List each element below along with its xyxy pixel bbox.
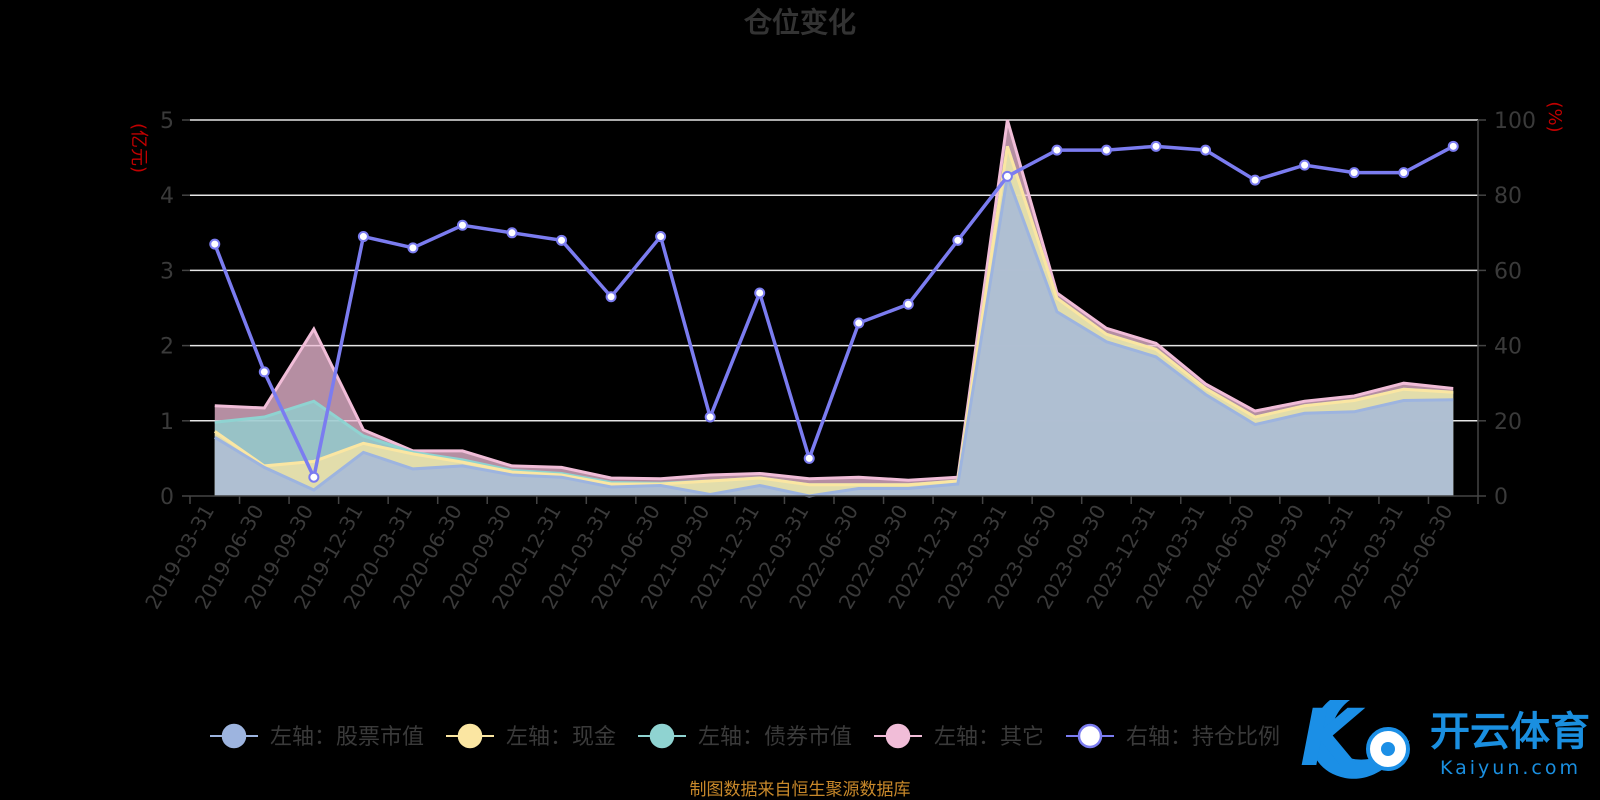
area-outline-3: [214, 119, 1454, 482]
right-tick-label: 80: [1494, 184, 1522, 209]
source-note: 制图数据来自恒生聚源数据库: [690, 780, 911, 800]
right-tick-label: 100: [1494, 109, 1536, 134]
area-series: [213, 119, 1454, 498]
left-tick-label: 4: [160, 184, 174, 209]
right-axis-unit: (%): [1544, 101, 1565, 132]
axes: 0123450204060801002019-03-312019-06-3020…: [140, 109, 1536, 613]
grid-lines: [190, 119, 1478, 422]
ratio-point: [209, 238, 221, 250]
right-tick-label: 0: [1494, 485, 1508, 510]
ratio-point: [803, 452, 815, 464]
legend: 左轴：股票市值 左轴：现金 左轴：债券市值 左轴：其它 右轴：持仓比例: [210, 723, 1280, 750]
legend-label: 左轴：股票市值: [270, 725, 424, 750]
chart-title: 仓位变化: [744, 6, 856, 39]
legend-label: 左轴：债券市值: [698, 725, 852, 750]
soccer-ball-center: [1381, 742, 1395, 756]
legend-marker: [457, 723, 483, 749]
legend-marker: [221, 723, 247, 749]
watermark-subtext: Kaiyun.com: [1440, 757, 1581, 779]
ratio-point: [407, 242, 419, 254]
ratio-point: [308, 471, 320, 483]
ratio-line: [213, 144, 1455, 483]
right-tick-label: 20: [1494, 410, 1522, 435]
area-0: [214, 176, 1454, 496]
right-tick-label: 60: [1494, 259, 1522, 284]
legend-label: 左轴：其它: [934, 725, 1044, 750]
watermark-logo-letter: K: [1300, 694, 1366, 784]
legend-marker: [885, 723, 911, 749]
left-tick-label: 2: [160, 335, 174, 360]
ratio-point: [1447, 140, 1459, 152]
ratio-point: [1150, 140, 1162, 152]
legend-marker: [649, 723, 675, 749]
ratio-point: [556, 234, 568, 246]
left-tick-label: 0: [160, 485, 174, 510]
ratio-point: [258, 366, 270, 378]
ratio-point: [1249, 174, 1261, 186]
ratio-point: [357, 231, 369, 243]
ratio-point: [902, 298, 914, 310]
ratio-point: [655, 231, 667, 243]
ratio-point: [605, 291, 617, 303]
left-tick-label: 3: [160, 259, 174, 284]
ratio-point: [704, 411, 716, 423]
ratio-line-series: [209, 140, 1459, 483]
ratio-point: [952, 234, 964, 246]
left-tick-label: 5: [160, 109, 174, 134]
left-axis-unit: (亿元): [128, 123, 149, 173]
ratio-point: [506, 227, 518, 239]
ratio-point: [1398, 167, 1410, 179]
ratio-point: [1299, 159, 1311, 171]
watermark: K 开云体育 Kaiyun.com: [1300, 694, 1590, 784]
legend-marker: [1077, 723, 1103, 749]
ratio-point: [754, 287, 766, 299]
area-outline-1: [213, 145, 1454, 487]
ratio-point: [1348, 167, 1360, 179]
legend-label: 左轴：现金: [506, 725, 616, 750]
right-tick-label: 40: [1494, 335, 1522, 360]
watermark-text: 开云体育: [1430, 709, 1590, 755]
legend-label: 右轴：持仓比例: [1126, 725, 1280, 750]
ratio-point: [1100, 144, 1112, 156]
ratio-point: [1051, 144, 1063, 156]
ratio-point: [853, 317, 865, 329]
area-outline-0: [213, 170, 1454, 498]
ratio-point: [456, 219, 468, 231]
ratio-point: [1001, 170, 1013, 182]
left-tick-label: 1: [160, 410, 174, 435]
ratio-point: [1200, 144, 1212, 156]
